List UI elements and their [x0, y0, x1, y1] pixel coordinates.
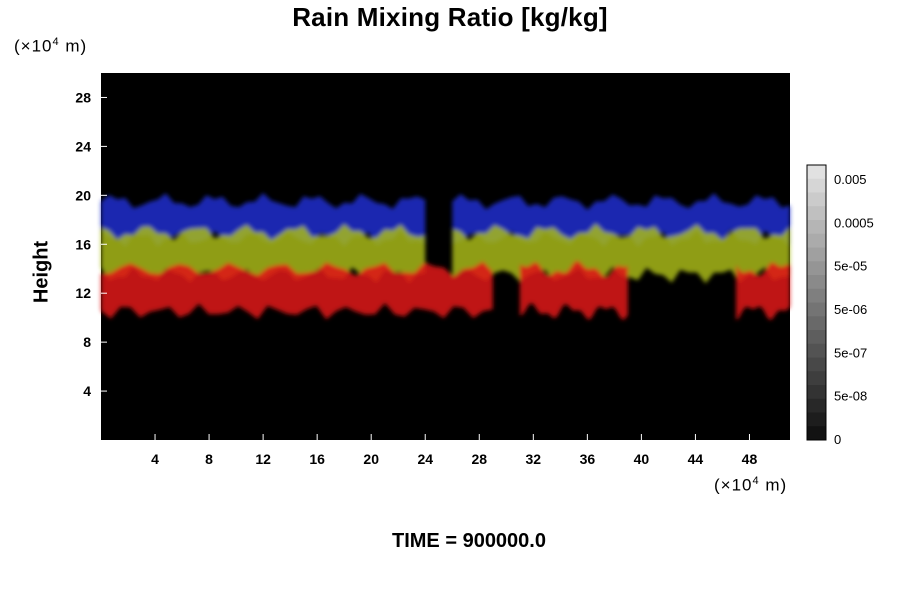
x-tick-label: 48 [742, 451, 758, 467]
colorbar-level [807, 316, 826, 331]
time-label: TIME = 900000.0 [392, 530, 546, 552]
x-tick-label: 36 [580, 451, 596, 467]
colorbar-level [807, 288, 826, 303]
colorbar-tick-label: 5e-05 [834, 259, 867, 274]
colorbar-level [807, 233, 826, 248]
y-axis-unit: (×104 m) [14, 36, 88, 56]
colorbar-level [807, 343, 826, 358]
colorbar-frame [806, 164, 827, 441]
colorbar-tick-label: 0 [834, 432, 841, 447]
y-tick-label: 24 [75, 138, 91, 154]
colorbar-level [807, 178, 826, 193]
colorbar-level [807, 426, 826, 441]
cloud-layer-2-segment-1 [519, 260, 628, 320]
x-tick-label: 40 [634, 451, 650, 467]
colorbar-level [807, 302, 826, 317]
colorbar-level [807, 357, 826, 372]
x-axis-unit: (×104 m) [714, 475, 788, 495]
colorbar-level [807, 192, 826, 207]
x-tick-label: 16 [309, 451, 325, 467]
x-tick-label: 20 [363, 451, 379, 467]
colorbar-level [807, 412, 826, 427]
y-tick-label: 12 [75, 285, 91, 301]
colorbar-level [807, 275, 826, 290]
cloud-layer-2-segment-2 [736, 262, 790, 320]
colorbar-level [807, 165, 826, 180]
x-tick-label: 8 [205, 451, 213, 467]
colorbar-tick-label: 5e-07 [834, 345, 867, 360]
colorbar-level [807, 398, 826, 413]
colorbar-level [807, 247, 826, 262]
colorbar-level [807, 385, 826, 400]
colorbar-level [807, 330, 826, 345]
y-tick-label: 20 [75, 187, 91, 203]
cloud-layer-2-segment-0 [101, 261, 493, 320]
x-tick-label: 12 [255, 451, 271, 467]
chart-title: Rain Mixing Ratio [kg/kg] [292, 2, 608, 32]
x-tick-label: 28 [471, 451, 487, 467]
colorbar-level [807, 206, 826, 221]
x-tick-label: 4 [151, 451, 159, 467]
colorbar-level [807, 371, 826, 386]
colorbar-tick-label: 0.005 [834, 172, 867, 187]
colorbar-tick-label: 5e-06 [834, 302, 867, 317]
colorbar-tick-label: 5e-08 [834, 389, 867, 404]
y-tick-label: 4 [83, 383, 91, 399]
x-tick-label: 32 [526, 451, 542, 467]
x-tick-label: 44 [688, 451, 704, 467]
x-tick-label: 24 [417, 451, 433, 467]
y-tick-label: 28 [75, 89, 91, 105]
colorbar-tick-label: 0.0005 [834, 215, 874, 230]
colorbar-level [807, 261, 826, 276]
y-tick-label: 16 [75, 236, 91, 252]
colorbar-level [807, 220, 826, 235]
y-tick-label: 8 [83, 334, 91, 350]
